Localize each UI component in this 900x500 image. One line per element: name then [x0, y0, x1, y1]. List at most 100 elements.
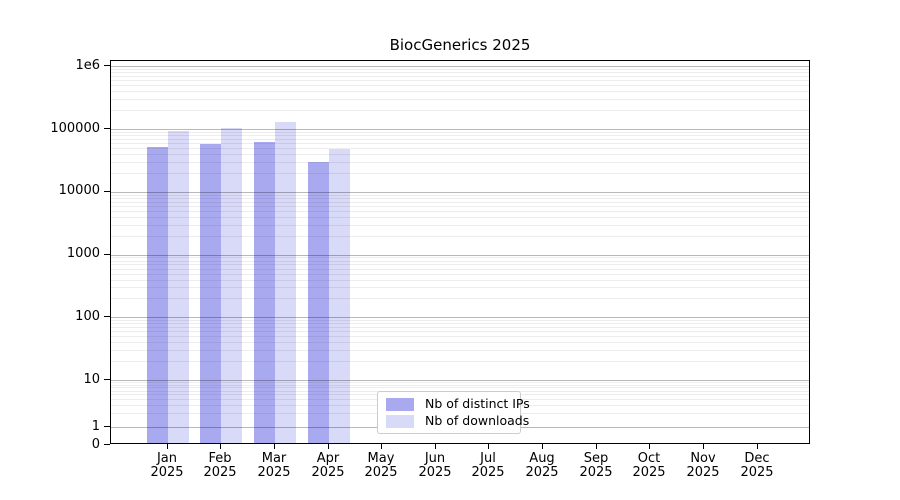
x-tick-year: 2025 [579, 465, 613, 480]
bar-jan-distinct-ips [146, 147, 168, 443]
y-tick-mark [104, 444, 110, 445]
gridline-minor [111, 342, 809, 344]
x-tick-year: 2025 [150, 465, 184, 480]
gridline-minor [111, 287, 809, 289]
y-tick-label: 10 [83, 371, 100, 387]
gridline-minor [111, 91, 809, 93]
gridline-minor [111, 260, 809, 262]
gridline-minor [111, 72, 809, 74]
x-tick-month: Feb [208, 451, 232, 466]
gridline-minor [111, 80, 809, 82]
x-tick-mark [381, 444, 382, 449]
gridline-minor [111, 138, 809, 140]
bar-apr-downloads [328, 149, 350, 443]
gridline-minor [111, 85, 809, 87]
x-tick-year: 2025 [418, 465, 452, 480]
gridline-minor [111, 75, 809, 77]
gridline-minor [111, 387, 809, 389]
y-tick-mark [104, 426, 110, 427]
gridline-minor [111, 153, 809, 155]
bar-jan-downloads [167, 130, 189, 443]
gridline-major [111, 191, 809, 193]
gridline-minor [111, 135, 809, 137]
gridline-minor [111, 210, 809, 212]
x-tick-label-nov: Nov 2025 [671, 452, 735, 480]
gridline-minor [111, 147, 809, 149]
x-tick-mark [703, 444, 704, 449]
gridline-major [111, 254, 809, 256]
gridline-minor [111, 336, 809, 338]
x-tick-month: Dec [744, 451, 770, 466]
x-tick-month: Nov [690, 451, 716, 466]
gridline-minor [111, 384, 809, 386]
x-tick-label-jan: Jan 2025 [135, 452, 199, 480]
x-tick-label-oct: Oct 2025 [617, 452, 681, 480]
gridline-minor [111, 361, 809, 363]
gridline-major [111, 317, 809, 319]
x-tick-year: 2025 [203, 465, 237, 480]
gridline-minor [111, 298, 809, 300]
gridline-minor [111, 216, 809, 218]
y-tick-mark [104, 191, 110, 192]
x-tick-month: May [367, 451, 395, 466]
bar-feb-distinct-ips [200, 143, 222, 443]
gridline-major [111, 66, 809, 68]
x-tick-mark [596, 444, 597, 449]
legend-swatch-downloads [386, 414, 414, 428]
gridline-minor [111, 201, 809, 203]
x-tick-mark [167, 444, 168, 449]
x-tick-month: Aug [529, 451, 555, 466]
gridline-minor [111, 257, 809, 259]
gridline-minor [111, 327, 809, 329]
y-tick-mark [104, 128, 110, 129]
x-tick-month: Jun [424, 451, 446, 466]
x-tick-mark [542, 444, 543, 449]
legend-item-downloads: Nb of downloads [386, 414, 529, 428]
y-tick-label: 100000 [50, 120, 100, 136]
y-tick-label: 1000 [66, 246, 100, 262]
y-tick-mark [104, 65, 110, 66]
bar-feb-downloads [221, 128, 243, 443]
x-tick-label-feb: Feb 2025 [188, 452, 252, 480]
gridline-minor [111, 224, 809, 226]
legend-label-distinct-ips: Nb of distinct IPs [425, 396, 530, 411]
gridline-minor [111, 69, 809, 71]
x-tick-year: 2025 [525, 465, 559, 480]
x-tick-mark [274, 444, 275, 449]
x-tick-year: 2025 [364, 465, 398, 480]
x-tick-month: Apr [316, 451, 340, 466]
y-tick-mark [104, 379, 110, 380]
x-tick-label-aug: Aug 2025 [510, 452, 574, 480]
gridline-minor [111, 235, 809, 237]
y-tick-label: 1 [91, 418, 100, 434]
gridline-minor [111, 320, 809, 322]
x-tick-year: 2025 [471, 465, 505, 480]
gridline-minor [111, 99, 809, 101]
x-tick-month: Mar [261, 451, 287, 466]
legend-label-downloads: Nb of downloads [425, 413, 530, 428]
gridline-minor [111, 323, 809, 325]
gridline-minor [111, 331, 809, 333]
gridline-minor [111, 268, 809, 270]
x-tick-mark [435, 444, 436, 449]
gridline-minor [111, 194, 809, 196]
legend-swatch-distinct-ips [386, 397, 414, 411]
x-tick-month: Jan [156, 451, 178, 466]
x-tick-label-may: May 2025 [349, 452, 413, 480]
plot-area [110, 60, 810, 444]
x-tick-label-jul: Jul 2025 [456, 452, 520, 480]
gridline-major [111, 129, 809, 130]
gridline-minor [111, 161, 809, 163]
gridline-minor [111, 273, 809, 275]
x-tick-label-apr: Apr 2025 [296, 452, 360, 480]
bar-apr-distinct-ips [307, 161, 329, 443]
x-tick-month: Sep [583, 451, 609, 466]
x-tick-label-sep: Sep 2025 [564, 452, 628, 480]
gridline-minor [111, 279, 809, 281]
gridline-minor [111, 110, 809, 112]
y-tick-label: 10000 [58, 183, 100, 199]
x-tick-month: Jul [480, 451, 496, 466]
x-tick-year: 2025 [632, 465, 666, 480]
gridline-minor [111, 142, 809, 144]
